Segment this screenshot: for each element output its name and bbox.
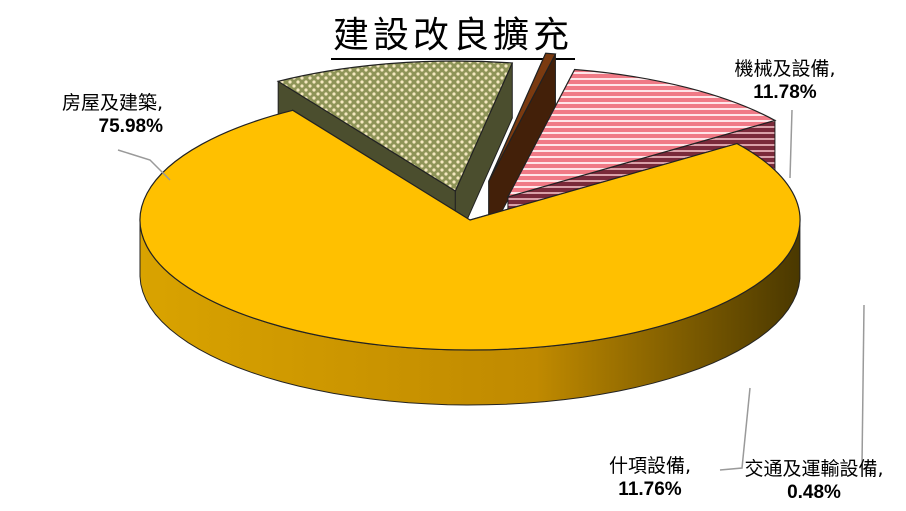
data-label-misc: 11.76% [618, 479, 682, 500]
slice-top-misc [506, 68, 777, 198]
chart-title: 建設改良擴充 [0, 6, 906, 60]
pie-slice-transport [488, 52, 557, 237]
leader-line-misc [719, 387, 751, 471]
slice-label-transport: 交通及運輸設備, [744, 458, 884, 480]
label-transport: 交通及運輸設備, 0.48% [724, 458, 904, 504]
pie-slice-buildings [139, 109, 801, 406]
data-label-machinery: 11.78% [753, 82, 817, 103]
data-label-transport: 0.48% [787, 482, 841, 503]
leader-line-machinery [789, 109, 793, 179]
slice-label-misc: 什項設備, [608, 455, 692, 477]
label-misc: 什項設備, 11.76% [585, 455, 715, 501]
leader-line-buildings [117, 149, 171, 181]
slice-top-machinery [276, 60, 514, 192]
slice-top-buildings [139, 109, 801, 351]
leader-line-transport [861, 304, 865, 466]
slice-label-buildings: 房屋及建築, [61, 92, 163, 114]
slice-label-machinery: 機械及設備, [734, 58, 836, 80]
label-machinery: 機械及設備, 11.78% [700, 58, 870, 104]
label-buildings: 房屋及建築, 75.98% [5, 92, 163, 138]
data-label-buildings: 75.98% [98, 116, 163, 137]
slice-top-transport [488, 52, 557, 182]
